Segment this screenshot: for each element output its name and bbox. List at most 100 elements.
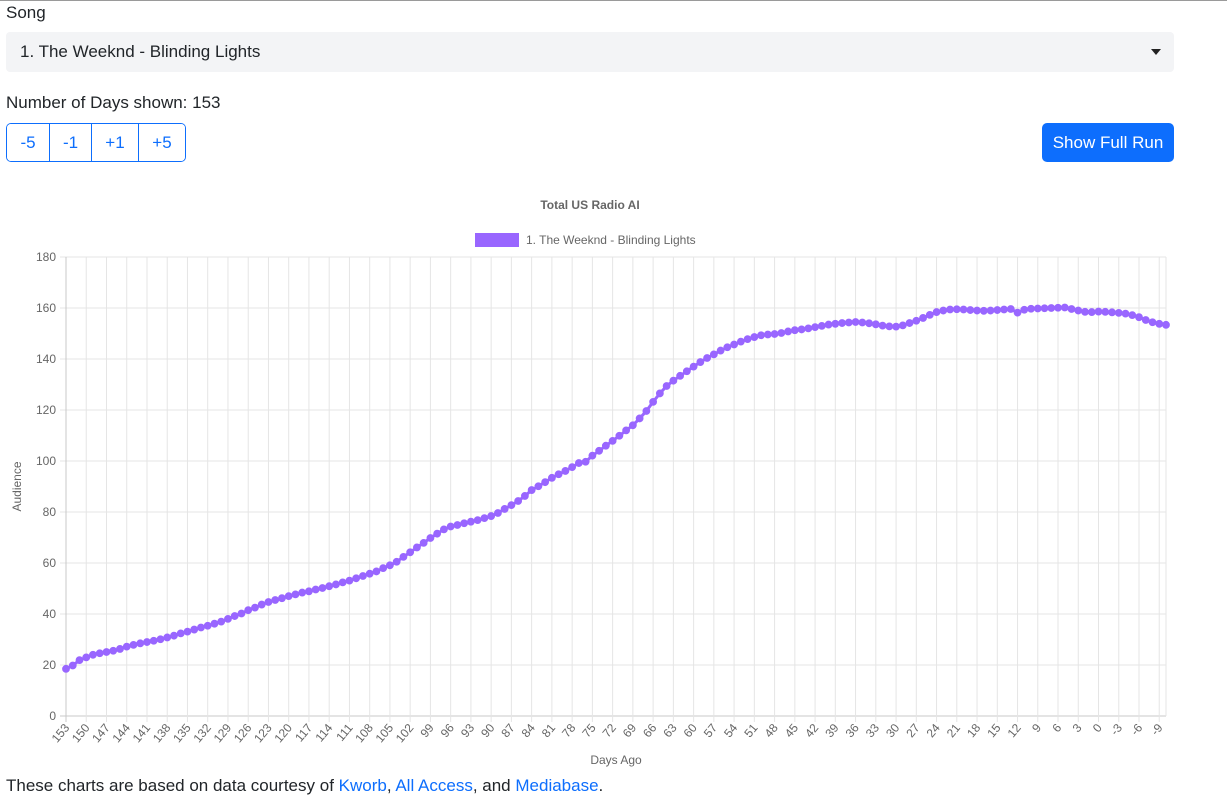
y-tick-label: 160 (36, 301, 56, 315)
y-tick-label: 180 (36, 250, 56, 264)
legend-swatch (475, 233, 519, 247)
data-credits: These charts are based on data courtesy … (6, 776, 603, 796)
data-point (709, 350, 718, 359)
mediabase-link[interactable]: Mediabase (515, 776, 599, 795)
x-tick-label: -3 (1107, 721, 1125, 738)
data-point (871, 320, 880, 329)
data-point (1162, 320, 1170, 329)
data-point (1155, 319, 1164, 328)
data-point (1067, 305, 1076, 313)
data-point (82, 653, 91, 662)
data-point (568, 463, 577, 472)
data-point (460, 519, 469, 528)
data-point (95, 649, 104, 658)
data-point (601, 441, 610, 450)
x-tick-label: 42 (802, 721, 822, 740)
data-point (622, 426, 631, 435)
data-point (784, 327, 792, 336)
y-tick-label: 40 (43, 607, 57, 621)
data-point (790, 326, 799, 335)
x-tick-label: 3 (1070, 721, 1085, 735)
x-tick-label: 120 (271, 721, 295, 746)
data-point (433, 529, 442, 538)
kworb-link[interactable]: Kworb (338, 776, 387, 795)
data-point (946, 305, 954, 314)
data-point (986, 306, 995, 315)
data-point (230, 612, 239, 620)
x-tick-label: 117 (292, 721, 315, 745)
data-point (979, 306, 988, 315)
all-access-link[interactable]: All Access (395, 776, 473, 795)
data-point (534, 482, 543, 491)
data-point (743, 335, 752, 344)
data-point (419, 538, 428, 547)
x-tick-label: 84 (519, 721, 539, 740)
data-point (561, 467, 570, 475)
x-tick-label: -9 (1148, 721, 1166, 738)
data-point (136, 639, 145, 648)
plus-1-button[interactable]: +1 (91, 124, 138, 161)
data-point (635, 414, 644, 423)
data-point (1087, 308, 1096, 316)
data-point (669, 376, 678, 385)
data-point (662, 382, 671, 390)
x-tick-label: 81 (539, 721, 559, 740)
data-point (993, 306, 1002, 314)
minus-1-button[interactable]: -1 (49, 124, 91, 161)
data-point (332, 580, 340, 589)
data-point (440, 525, 448, 534)
data-point (858, 318, 867, 327)
data-point (892, 322, 900, 331)
data-point (190, 625, 199, 634)
day-step-buttons: -5 -1 +1 +5 (6, 123, 186, 162)
x-tick-label: 57 (701, 721, 721, 740)
audience-line-chart: Total US Radio AI 1. The Weeknd - Blindin… (10, 198, 1170, 767)
data-point (952, 305, 961, 314)
song-select[interactable]: 1. The Weeknd - Blinding Lights (6, 32, 1174, 72)
x-tick-label: 24 (924, 721, 944, 740)
credits-suffix: . (598, 776, 604, 795)
data-point (1081, 307, 1089, 316)
x-tick-label: 45 (782, 721, 802, 740)
data-point (359, 572, 367, 580)
data-point (1101, 307, 1110, 316)
data-point (244, 606, 253, 615)
x-tick-label: 36 (843, 721, 863, 740)
data-point (1054, 303, 1062, 312)
data-point (251, 603, 259, 612)
show-full-run-button[interactable]: Show Full Run (1042, 123, 1174, 162)
chart-title: Total US Radio AI (540, 198, 639, 212)
data-point (716, 346, 725, 355)
data-point (676, 371, 685, 380)
data-point (1114, 308, 1123, 317)
data-point (588, 451, 597, 460)
data-point (406, 548, 415, 557)
data-point (386, 561, 394, 570)
data-point (1020, 305, 1029, 314)
data-point (291, 590, 300, 599)
days-shown-label: Number of Days shown: 153 (6, 93, 221, 112)
data-point (750, 333, 759, 341)
minus-5-button[interactable]: -5 (7, 124, 49, 161)
data-point (723, 343, 732, 352)
data-point (554, 470, 563, 479)
data-point (89, 650, 97, 659)
data-point (1013, 308, 1022, 317)
plus-5-button[interactable]: +5 (138, 124, 185, 161)
data-point (109, 646, 118, 655)
data-point (608, 436, 617, 445)
data-point (1135, 313, 1143, 322)
x-tick-label: 6 (1049, 721, 1064, 735)
series-line (65, 305, 1167, 671)
data-point (514, 497, 523, 505)
y-tick-label: 100 (36, 454, 56, 468)
data-point (500, 505, 509, 513)
data-point (851, 318, 860, 326)
data-point (919, 314, 927, 322)
x-tick-label: 144 (109, 721, 133, 746)
x-tick-label: 93 (458, 721, 478, 740)
data-point (237, 609, 246, 618)
data-point (494, 509, 502, 517)
data-point (757, 331, 765, 340)
data-point (925, 310, 934, 319)
